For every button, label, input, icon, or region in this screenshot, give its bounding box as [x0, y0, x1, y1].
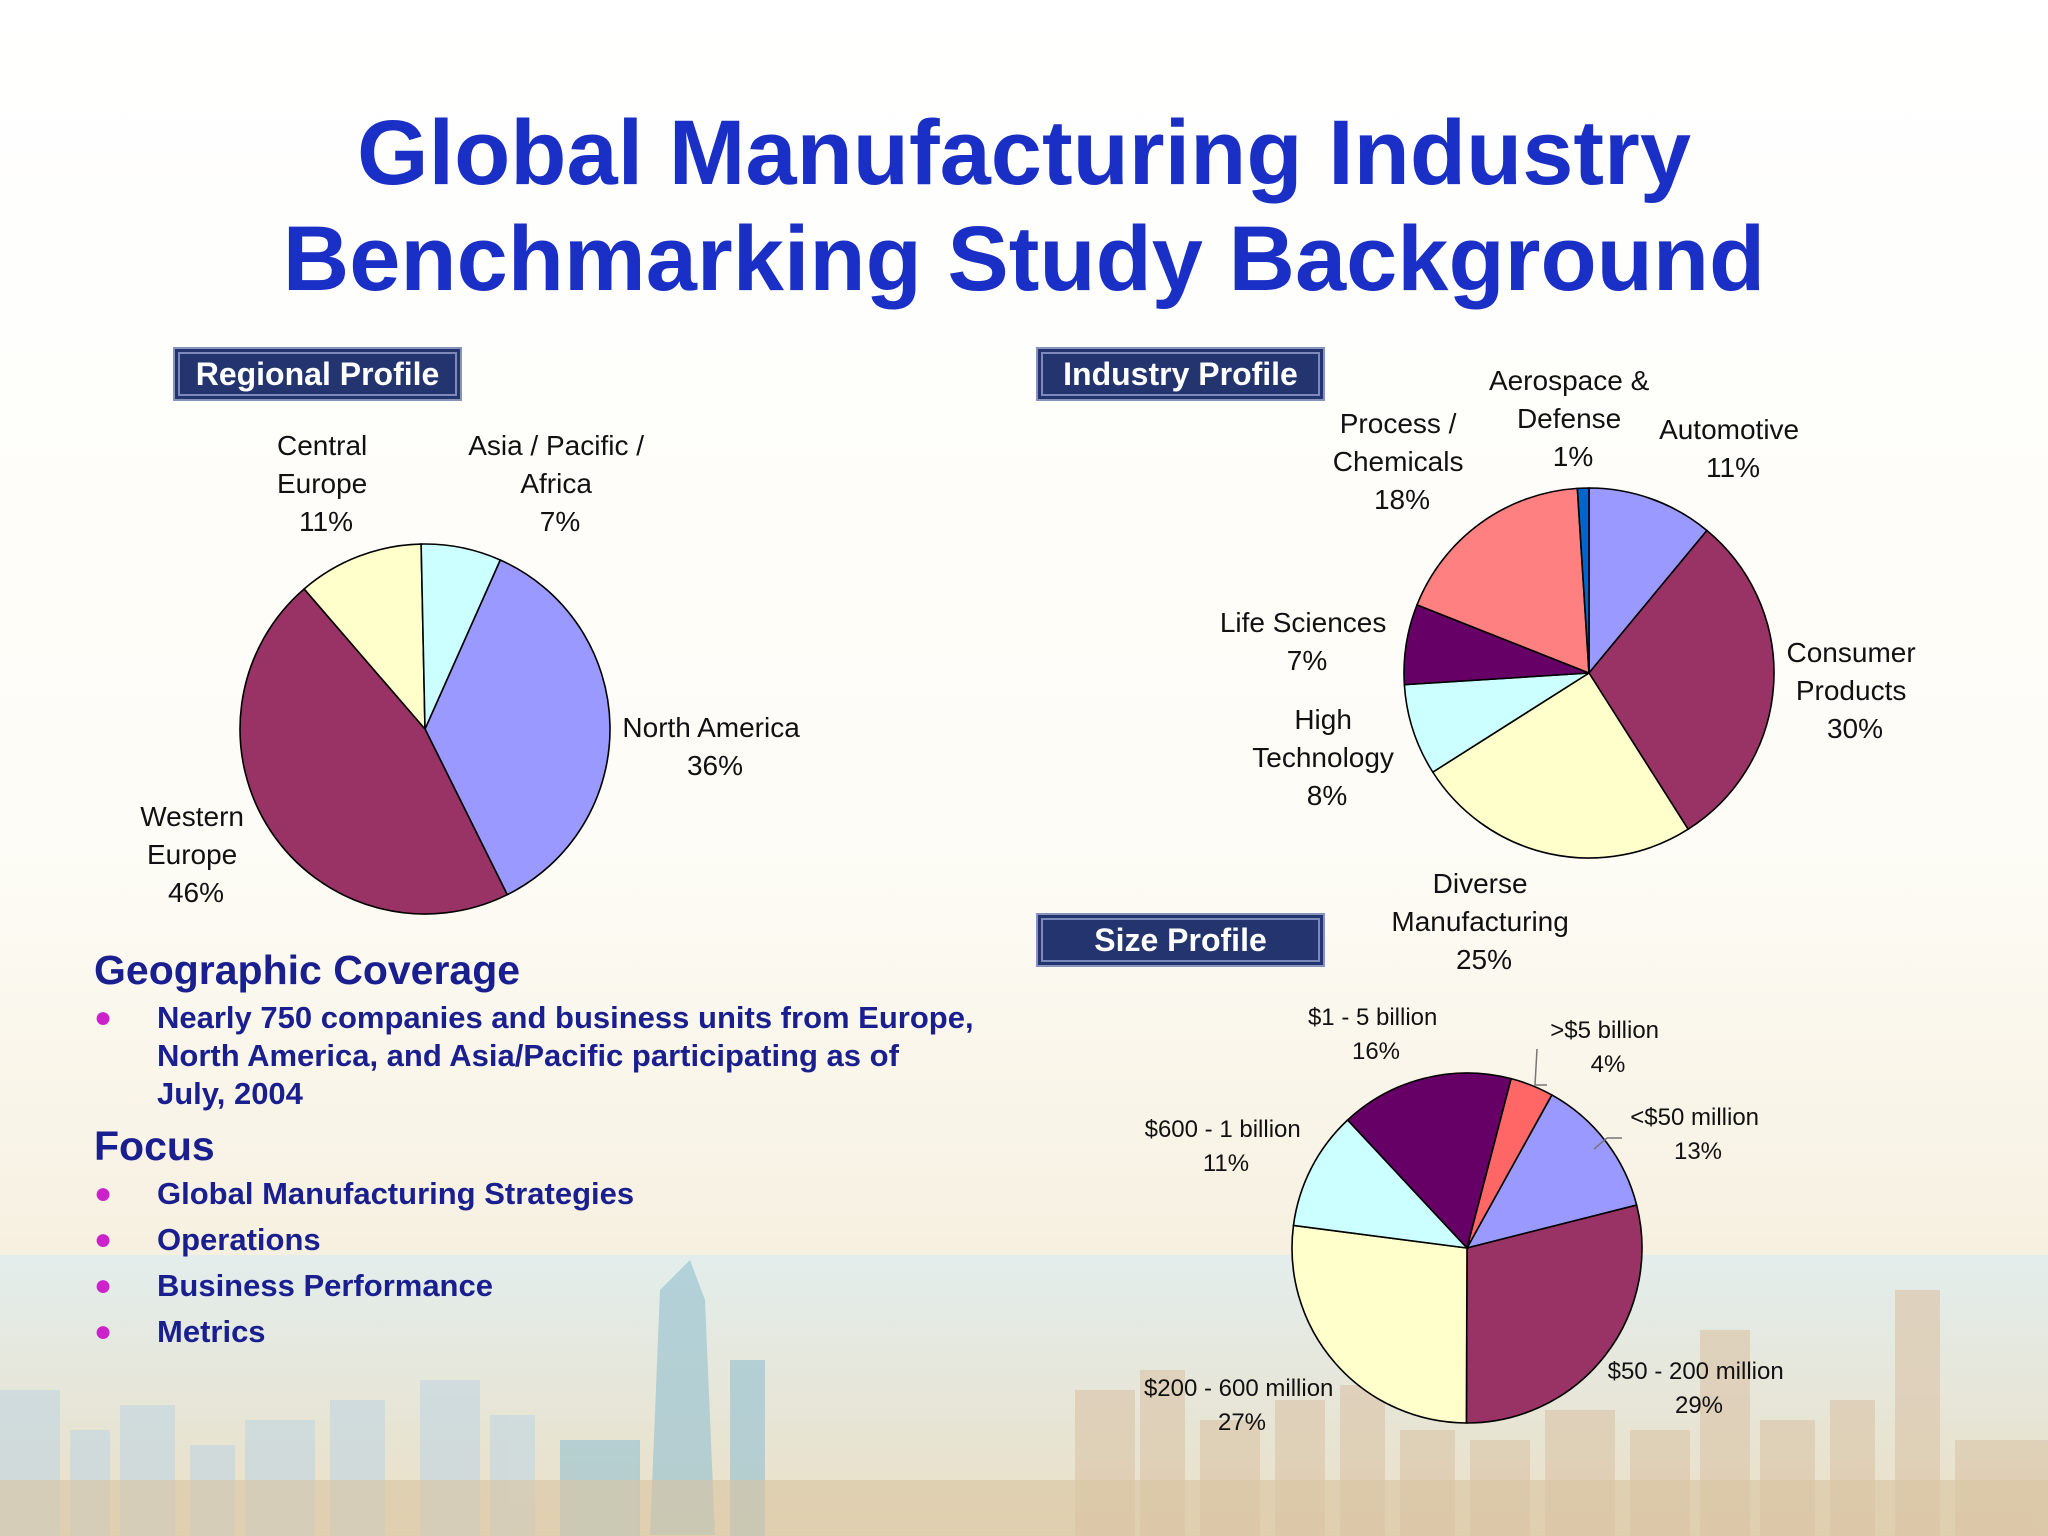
label-automotive: Automotive 11%: [1659, 414, 1807, 483]
label-consumer-products: Consumer Products 30%: [1787, 637, 1924, 744]
label-under-50-million: <$50 million 13%: [1630, 1104, 1765, 1165]
label-central-europe: Central Europe 11%: [277, 430, 375, 537]
bullet-section: Geographic Coverage ● Nearly 750 compani…: [94, 945, 974, 1359]
list-item: ● Metrics: [94, 1314, 266, 1349]
label-600-1-billion: $600 - 1 billion 11%: [1145, 1116, 1308, 1177]
geographic-coverage-heading: Geographic Coverage: [94, 947, 521, 993]
title-line-1: Global Manufacturing Industry: [356, 102, 1692, 204]
industry-pie-labels: Aerospace & Defense 1% Process / Chemica…: [1220, 365, 1924, 975]
list-item: ● Business Performance: [94, 1268, 493, 1303]
bullet-dot-icon: ●: [94, 1269, 113, 1302]
page-title: Global Manufacturing Industry Benchmarki…: [0, 100, 2048, 312]
focus-list: ● Global Manufacturing Strategies ● Oper…: [94, 1175, 974, 1351]
title-line-2: Benchmarking Study Background: [282, 208, 1766, 310]
list-item: ● Global Manufacturing Strategies: [94, 1176, 635, 1211]
industry-slice-0: [1588, 487, 1709, 676]
size-pie-chart: $1 - 5 billion 16% >$5 billion 4% <$50 m…: [1144, 1004, 1791, 1436]
bullet-dot-icon: ●: [94, 1223, 113, 1256]
label-process-chemicals: Process / Chemicals 18%: [1333, 408, 1471, 515]
regional-pie-labels: Central Europe 11% Asia / Pacific / Afri…: [140, 430, 807, 908]
size-slice-2: [1291, 1224, 1468, 1424]
bullet-dot-icon: ●: [94, 1001, 113, 1034]
industry-slice-5: [1415, 487, 1590, 675]
industry-slice-2: [1431, 671, 1690, 859]
industry-slice-6: [1576, 487, 1590, 674]
label-life-sciences: Life Sciences 7%: [1220, 607, 1394, 676]
label-1-5-billion: $1 - 5 billion 16%: [1308, 1004, 1444, 1065]
industry-slice-3: [1403, 672, 1590, 774]
focus-heading: Focus: [94, 1123, 215, 1169]
label-high-technology: High Technology 8%: [1252, 704, 1401, 811]
geographic-coverage-list: ● Nearly 750 companies and business unit…: [94, 999, 974, 1113]
size-slice-0: [1465, 1093, 1638, 1250]
label-aerospace-defense: Aerospace & Defense 1%: [1489, 365, 1657, 472]
label-over-5-billion: >$5 billion 4%: [1550, 1017, 1665, 1078]
industry-profile-label: Industry Profile: [1036, 347, 1325, 401]
size-pie-slices: [1291, 1072, 1643, 1424]
label-western-europe: Western Europe 46%: [140, 801, 252, 908]
size-leader-lines: [1534, 1048, 1622, 1150]
bullet-dot-icon: ●: [94, 1315, 113, 1348]
size-slice-1: [1465, 1204, 1643, 1424]
size-profile-label: Size Profile: [1036, 913, 1325, 967]
label-200-600-million: $200 - 600 million 27%: [1144, 1375, 1340, 1436]
industry-slice-1: [1588, 529, 1775, 831]
industry-pie-chart: Aerospace & Defense 1% Process / Chemica…: [1220, 365, 1924, 975]
regional-slice-2: [302, 543, 426, 732]
size-slice-5: [1466, 1077, 1553, 1249]
size-pie-labels: $1 - 5 billion 16% >$5 billion 4% <$50 m…: [1144, 1004, 1791, 1436]
size-slice-4: [1346, 1072, 1513, 1250]
list-item: ● Operations: [94, 1222, 321, 1257]
regional-slice-3: [420, 543, 502, 730]
bullet-dot-icon: ●: [94, 1177, 113, 1210]
label-diverse-manufacturing: Diverse Manufacturing 25%: [1391, 868, 1576, 975]
label-north-america: North America 36%: [622, 712, 807, 781]
size-slice-3: [1292, 1118, 1470, 1250]
regional-slice-1: [239, 587, 509, 915]
label-asia-pacific: Asia / Pacific / Africa 7%: [468, 430, 652, 537]
regional-profile-label: Regional Profile: [173, 347, 462, 401]
industry-pie-slices: [1403, 487, 1775, 859]
label-50-200-million: $50 - 200 million 29%: [1608, 1358, 1791, 1419]
list-item: ● Nearly 750 companies and business unit…: [94, 1000, 974, 1111]
regional-slice-0: [424, 558, 611, 896]
regional-pie-chart: Central Europe 11% Asia / Pacific / Afri…: [140, 430, 807, 915]
regional-pie-slices: [239, 543, 611, 915]
